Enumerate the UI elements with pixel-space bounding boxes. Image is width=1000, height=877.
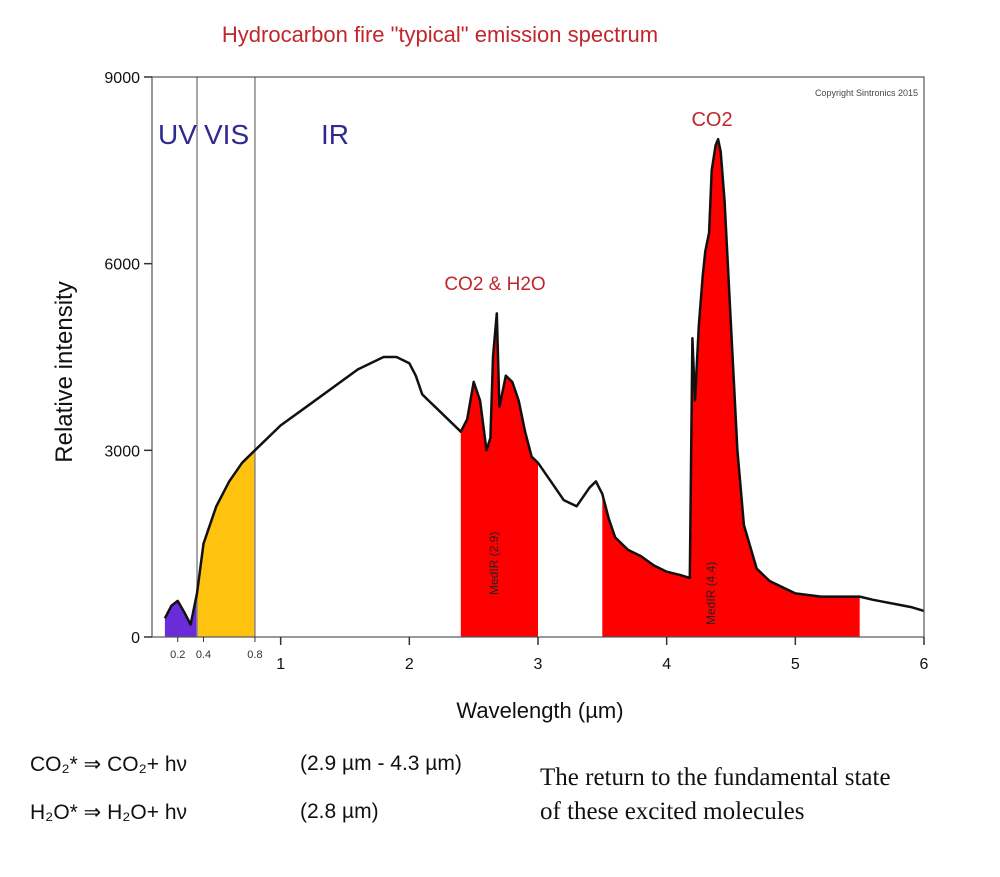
- copyright-note: Copyright Sintronics 2015: [815, 88, 918, 98]
- fill-band-h2o-co2: [460, 313, 538, 637]
- y-tick-label-1: 3000: [104, 443, 140, 460]
- region-label-vis: VIS: [204, 119, 249, 150]
- filter-label-h2o-co2: MedIR (2.9): [487, 532, 501, 595]
- region-boundaries: [196, 77, 256, 637]
- filter-label-co2: MedIR (4.4): [704, 562, 718, 625]
- equation-h2o: H₂O* ⇒ H₂O+ hν: [30, 801, 188, 824]
- equation-co2: CO₂* ⇒ CO₂+ hν: [30, 753, 188, 776]
- fill-uv: [164, 593, 198, 637]
- chart-title: Hydrocarbon fire "typical" emission spec…: [222, 22, 658, 47]
- x-tick-label-3: 4: [662, 656, 671, 673]
- x-tick-label-2: 3: [534, 656, 543, 673]
- explanation-line-2: of these excited molecules: [540, 798, 805, 825]
- annotation-co2: CO2: [691, 109, 732, 131]
- x-minor-tick-label-0: 0.2: [170, 649, 185, 661]
- region-label-ir: IR: [321, 119, 349, 150]
- y-axis-label: Relative intensity: [51, 281, 78, 462]
- y-tick-label-0: 0: [131, 630, 140, 647]
- y-tick-label-2: 6000: [104, 257, 140, 274]
- explanation-line-1: The return to the fundamental state: [540, 764, 891, 791]
- x-axis-label: Wavelength (µm): [456, 698, 623, 723]
- equation-co2-range: (2.9 µm - 4.3 µm): [300, 752, 462, 775]
- x-tick-label-1: 2: [405, 656, 414, 673]
- filled-regions: [164, 139, 860, 637]
- fill-vis: [197, 450, 255, 637]
- y-tick-label-3: 9000: [104, 70, 140, 87]
- x-minor-tick-label-1: 0.4: [196, 649, 211, 661]
- x-tick-label-4: 5: [791, 656, 800, 673]
- x-tick-label-5: 6: [920, 656, 929, 673]
- axes: 0 3000 6000 9000 1 2 3 4 5 6 0.2 0.4 0.8: [104, 70, 928, 673]
- fill-band-co2: [602, 139, 860, 637]
- x-tick-label-0: 1: [276, 656, 285, 673]
- x-minor-tick-label-2: 0.8: [247, 649, 262, 661]
- equation-h2o-range: (2.8 µm): [300, 800, 379, 823]
- region-label-uv: UV: [158, 119, 197, 150]
- emission-chart: Hydrocarbon fire "typical" emission spec…: [51, 22, 929, 723]
- spectrum-line: [163, 137, 925, 626]
- annotation-co2-h2o: CO2 & H2O: [444, 274, 545, 295]
